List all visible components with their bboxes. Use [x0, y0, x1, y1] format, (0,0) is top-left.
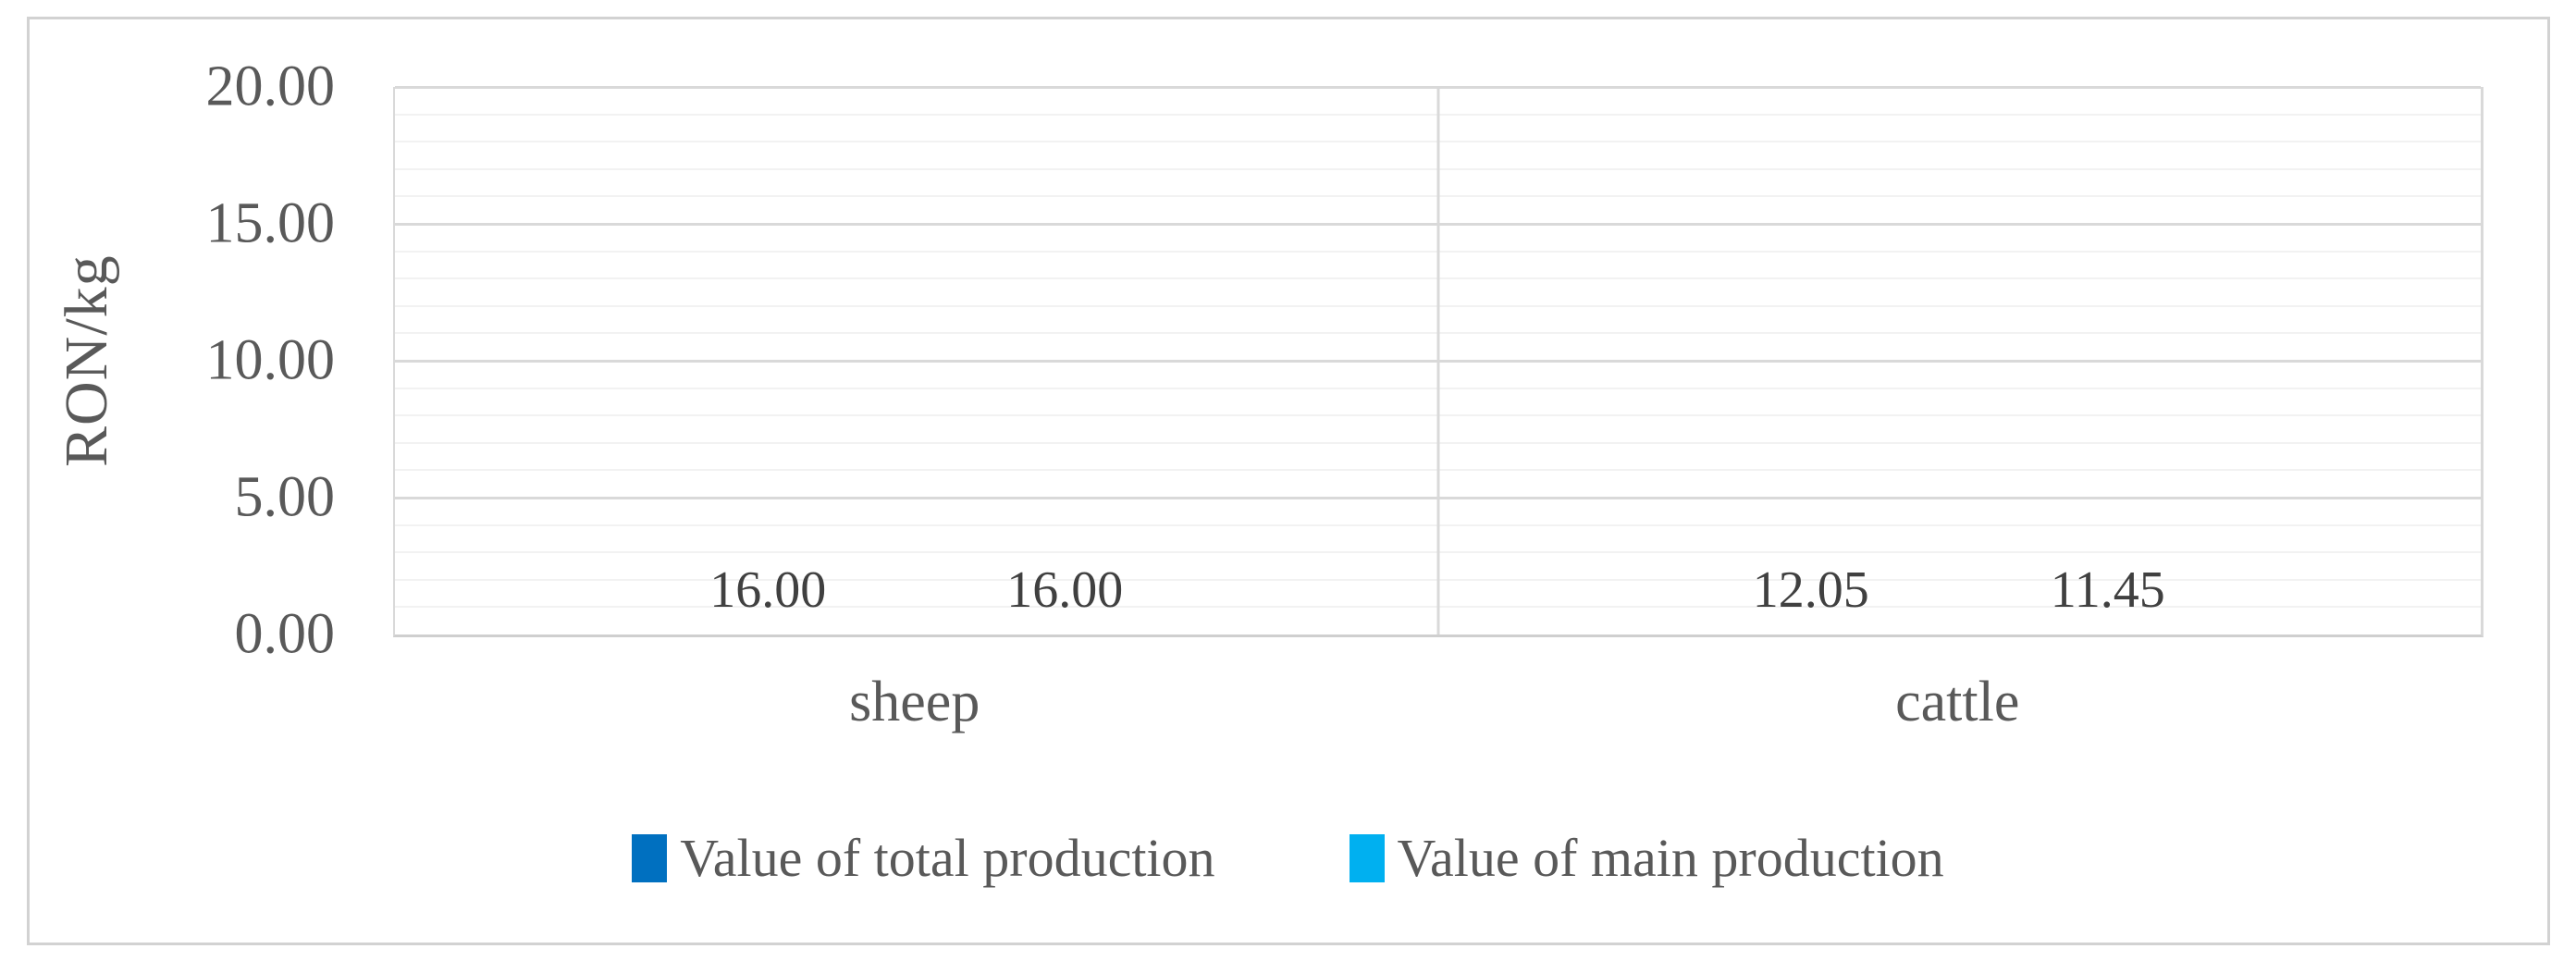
legend-label: Value of main production: [1397, 828, 1944, 888]
bar-column: 16.00: [948, 564, 1182, 635]
plot-area: 16.00 16.00 12.05 11.45: [393, 86, 2484, 637]
bar-column: 12.05: [1694, 564, 1928, 635]
y-tick-label: 10.00: [205, 328, 336, 392]
y-tick-label: 15.00: [205, 191, 336, 255]
bar-column: 16.00: [651, 564, 885, 635]
bar-data-label: 12.05: [1752, 561, 1869, 619]
category-group-cattle: 12.05 11.45: [1438, 87, 2482, 635]
bar-data-label: 16.00: [709, 561, 827, 619]
bar-column: 11.45: [1991, 564, 2225, 635]
x-category-label: cattle: [1895, 671, 2020, 733]
category-group-sheep: 16.00 16.00: [395, 87, 1438, 635]
x-category-label: sheep: [849, 671, 980, 733]
legend-item: Value of main production: [1349, 827, 1944, 889]
category-divider-line: [1436, 87, 1439, 635]
y-tick-label: 5.00: [234, 465, 336, 529]
bar-data-label: 11.45: [2050, 561, 2165, 619]
bars-layer: 16.00 16.00 12.05 11.45: [395, 87, 2481, 635]
legend-swatch-icon: [632, 833, 668, 882]
legend: Value of total production Value of main p…: [30, 827, 2546, 889]
y-tick-label: 20.00: [205, 55, 336, 118]
bar-data-label: 16.00: [1006, 561, 1124, 619]
y-tick-label: 0.00: [234, 602, 336, 666]
x-axis: sheep cattle: [393, 670, 2479, 735]
legend-item: Value of total production: [632, 827, 1215, 889]
legend-label: Value of total production: [680, 828, 1215, 888]
legend-swatch-icon: [1349, 833, 1385, 882]
y-axis: 0.00 5.00 10.00 15.00 20.00: [0, 55, 336, 666]
